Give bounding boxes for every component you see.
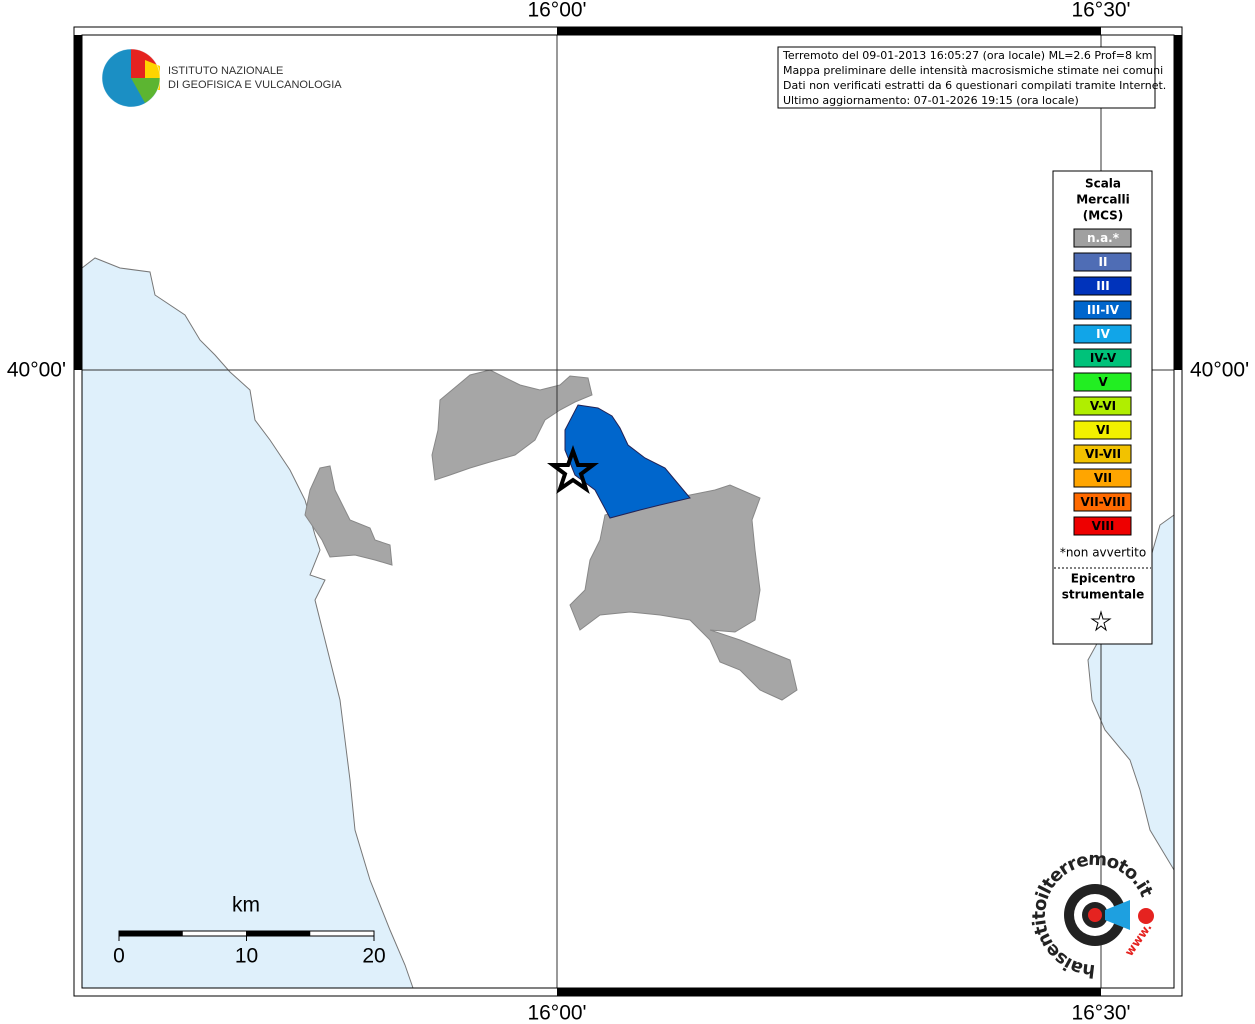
area-na xyxy=(304,465,393,566)
lat-label: 40°00' xyxy=(1190,359,1249,382)
legend-swatch xyxy=(1073,252,1132,272)
legend-label: III xyxy=(1096,279,1109,293)
scale-segment xyxy=(119,931,183,936)
legend-label: VI xyxy=(1096,423,1110,437)
frame-bar xyxy=(74,35,82,370)
legend-label: n.a.* xyxy=(1087,231,1120,245)
legend-title: Mercalli xyxy=(1076,193,1130,207)
area-na xyxy=(431,369,593,481)
info-box xyxy=(777,46,1156,109)
legend-label: VIII xyxy=(1092,519,1115,533)
legend-swatch xyxy=(1073,348,1132,368)
lon-label: 16°30' xyxy=(1071,1002,1130,1024)
frame-bar xyxy=(557,27,1101,35)
scale-label: 10 xyxy=(235,945,258,968)
legend-title: Scala xyxy=(1085,177,1121,191)
legend-swatch xyxy=(1073,516,1132,536)
info-text: Terremoto del 09-01-2013 16:05:27 (ora l… xyxy=(782,49,1166,107)
legend-label: III-IV xyxy=(1087,303,1120,317)
lat-label: 40°00' xyxy=(7,359,66,382)
legend-swatch xyxy=(1073,444,1132,464)
legend-swatch xyxy=(1073,372,1132,392)
scale-unit: km xyxy=(232,894,260,917)
legend-epicenter: strumentale xyxy=(1062,588,1145,602)
legend-label: IV xyxy=(1096,327,1110,341)
legend-label: VI-VII xyxy=(1085,447,1121,461)
legend-swatch xyxy=(1073,492,1132,512)
scale-bar: km 0 10 20 xyxy=(113,894,386,968)
legend: ScalaMercalli(MCS)n.a.*IIIIIIII-IVIVIV-V… xyxy=(1054,177,1151,632)
legend-swatch xyxy=(1073,396,1132,416)
legend-swatch xyxy=(1073,276,1132,296)
ingv-logo: ISTITUTO NAZIONALE DI GEOFISICA E VULCAN… xyxy=(101,48,342,108)
legend-star xyxy=(1090,610,1112,632)
area-iii-iv xyxy=(564,404,691,519)
scale-segment xyxy=(246,931,311,936)
legend-swatch xyxy=(1073,300,1132,320)
area-na xyxy=(569,484,798,701)
info-line: Mappa preliminare delle intensità macros… xyxy=(783,64,1163,77)
legend-note: *non avvertito xyxy=(1060,546,1146,560)
info-line: Terremoto del 09-01-2013 16:05:27 (ora l… xyxy=(782,49,1153,62)
legend-title: (MCS) xyxy=(1083,209,1124,223)
frame-bar xyxy=(1174,35,1182,370)
epicenter-star xyxy=(547,445,599,495)
info-line: Ultimo aggiornamento: 07-01-2026 19:15 (… xyxy=(783,94,1079,107)
scale-label: 0 xyxy=(113,945,125,968)
legend-label: IV-V xyxy=(1090,351,1117,365)
legend-swatch xyxy=(1073,468,1132,488)
legend-label: VII xyxy=(1094,471,1112,485)
lon-label: 16°00' xyxy=(527,0,586,22)
site-logo: haisentitoilterremoto.it www. xyxy=(1029,849,1157,982)
legend-label: V-VI xyxy=(1090,399,1116,413)
institute-name: ISTITUTO NAZIONALE xyxy=(168,65,283,77)
info-line: Dati non verificati estratti da 6 questi… xyxy=(783,79,1166,92)
legend-swatch xyxy=(1073,324,1132,344)
legend-epicenter: Epicentro xyxy=(1071,572,1136,586)
lon-label: 16°30' xyxy=(1071,0,1130,22)
legend-swatch xyxy=(1073,228,1132,248)
legend-label: II xyxy=(1099,255,1108,269)
sea xyxy=(81,257,414,989)
scale-label: 20 xyxy=(362,945,385,968)
lon-label: 16°00' xyxy=(527,1002,586,1024)
institute-name: DI GEOFISICA E VULCANOLOGIA xyxy=(168,79,342,91)
legend-swatch xyxy=(1073,420,1132,440)
frame-bar xyxy=(557,988,1101,996)
legend-label: VII-VIII xyxy=(1080,495,1125,509)
legend-label: V xyxy=(1098,375,1108,389)
